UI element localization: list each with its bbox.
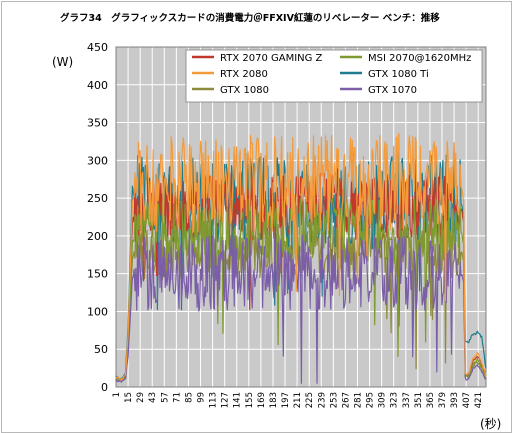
legend-box [185,49,483,103]
series-line-5 [115,234,487,384]
y-tick-label: 350 [87,117,108,130]
plot-border [115,46,487,388]
x-tick-label: 337 [402,392,412,408]
legend-entry: RTX 2070 GAMING Z [220,53,323,64]
x-tick-label: 225 [305,392,315,408]
x-tick-label: 351 [414,392,424,408]
x-axis-label: (秒) [480,417,501,431]
x-tick-label: 197 [281,392,291,408]
y-tick-label: 300 [87,154,108,167]
x-tick-label: 365 [426,392,436,408]
x-tick-label: 71 [172,392,182,403]
y-tick-label: 400 [87,79,108,92]
series-layer [115,132,487,384]
legend-entry: GTX 1070 [368,85,417,96]
legend-entry: GTX 1080 Ti [368,69,429,80]
y-tick-label: 150 [87,268,108,281]
x-tick-label: 309 [378,392,388,408]
x-tick-label: 183 [269,392,279,408]
x-tick-label: 15 [124,392,134,403]
x-tick-label: 113 [209,392,219,408]
y-tick-label: 100 [87,305,108,318]
x-tick-label: 155 [245,392,255,408]
y-axis-label: (W) [52,55,73,69]
x-tick-labels: 1 15 29 43 57 71 85 99 113 127 141 155 169 183 197 211 2… [112,392,484,408]
x-tick-label: 407 [462,392,472,408]
legend-entry: GTX 1080 [220,85,269,96]
legend-entry: RTX 2080 [220,69,268,80]
x-tick-label: 43 [148,392,158,403]
x-tick-label: 141 [233,392,243,408]
x-tick-label: 85 [184,392,194,403]
y-tick-label: 0 [101,381,108,394]
x-tick-label: 295 [366,392,376,408]
x-tick-label: 57 [160,392,170,403]
x-tick-label: 267 [341,392,351,408]
x-tick-label: 379 [438,392,448,408]
x-tick-label: 169 [257,392,267,408]
x-tick-label: 99 [197,392,207,403]
x-tick-label: 1 [112,392,122,397]
x-tick-label: 323 [390,392,400,408]
x-tick-label: 421 [474,392,484,408]
y-tick-label: 200 [87,230,108,243]
legend: RTX 2070 GAMING Z MSI 2070@1620MHz RTX 208… [185,49,483,103]
x-tick-label: 253 [329,392,339,408]
y-tick-label: 50 [94,343,108,356]
series-line-1 [115,197,487,381]
legend-entry: MSI 2070@1620MHz [368,53,471,64]
y-tick-label: 450 [87,41,108,54]
x-tick-label: 211 [293,392,303,408]
x-tick-label: 29 [136,392,146,403]
x-tick-label: 393 [450,392,460,408]
chart-title: グラフ34 グラフィックスカードの消費電力＠FFXIV紅蓮のリベレーター ベンチ… [60,12,440,24]
x-tick-label: 281 [353,392,363,408]
y-tick-label: 250 [87,192,108,205]
x-tick-label: 127 [221,392,231,408]
x-tick-label: 239 [317,392,327,408]
y-tick-labels: 0 50 100 150 200 250 300 350 400 450 [87,41,108,394]
series-line-2 [115,132,487,381]
